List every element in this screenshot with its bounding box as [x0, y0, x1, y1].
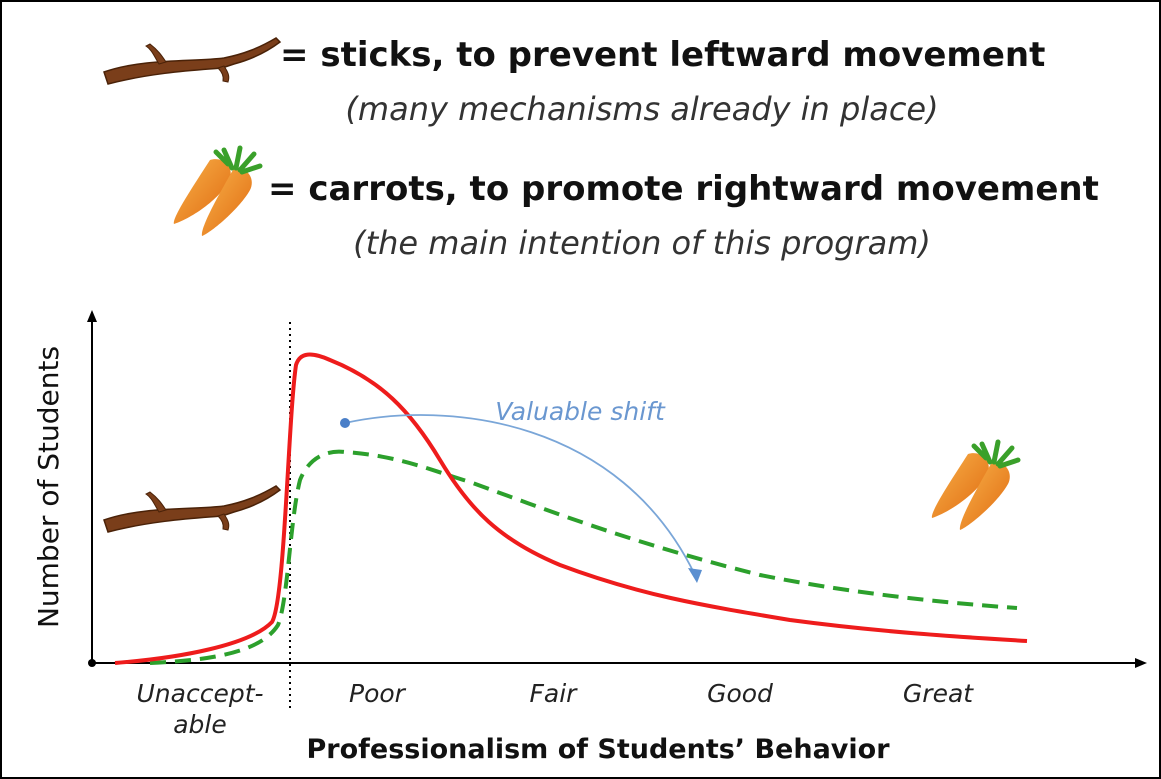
shift-origin	[340, 418, 350, 428]
carrots-note: (the main intention of this program)	[353, 224, 931, 262]
x-label: able	[173, 710, 227, 739]
x-label: Fair	[530, 679, 579, 708]
x-label: Poor	[349, 679, 407, 708]
x-axis-title: Professionalism of Students’ Behavior	[306, 734, 890, 765]
origin	[88, 659, 96, 667]
sticks-legend: = sticks, to prevent leftward movement	[280, 35, 1045, 75]
y-axis-title: Number of Students	[32, 346, 65, 628]
figure: = sticks, to prevent leftward movement (…	[0, 0, 1161, 779]
x-label: Great	[903, 679, 974, 708]
sticks-note: (many mechanisms already in place)	[345, 90, 938, 128]
shift-annotation: Valuable shift	[495, 397, 666, 426]
carrots-legend: = carrots, to promote rightward movement	[268, 169, 1099, 209]
x-label: Good	[707, 679, 773, 708]
x-label: Unaccept-	[136, 679, 263, 708]
